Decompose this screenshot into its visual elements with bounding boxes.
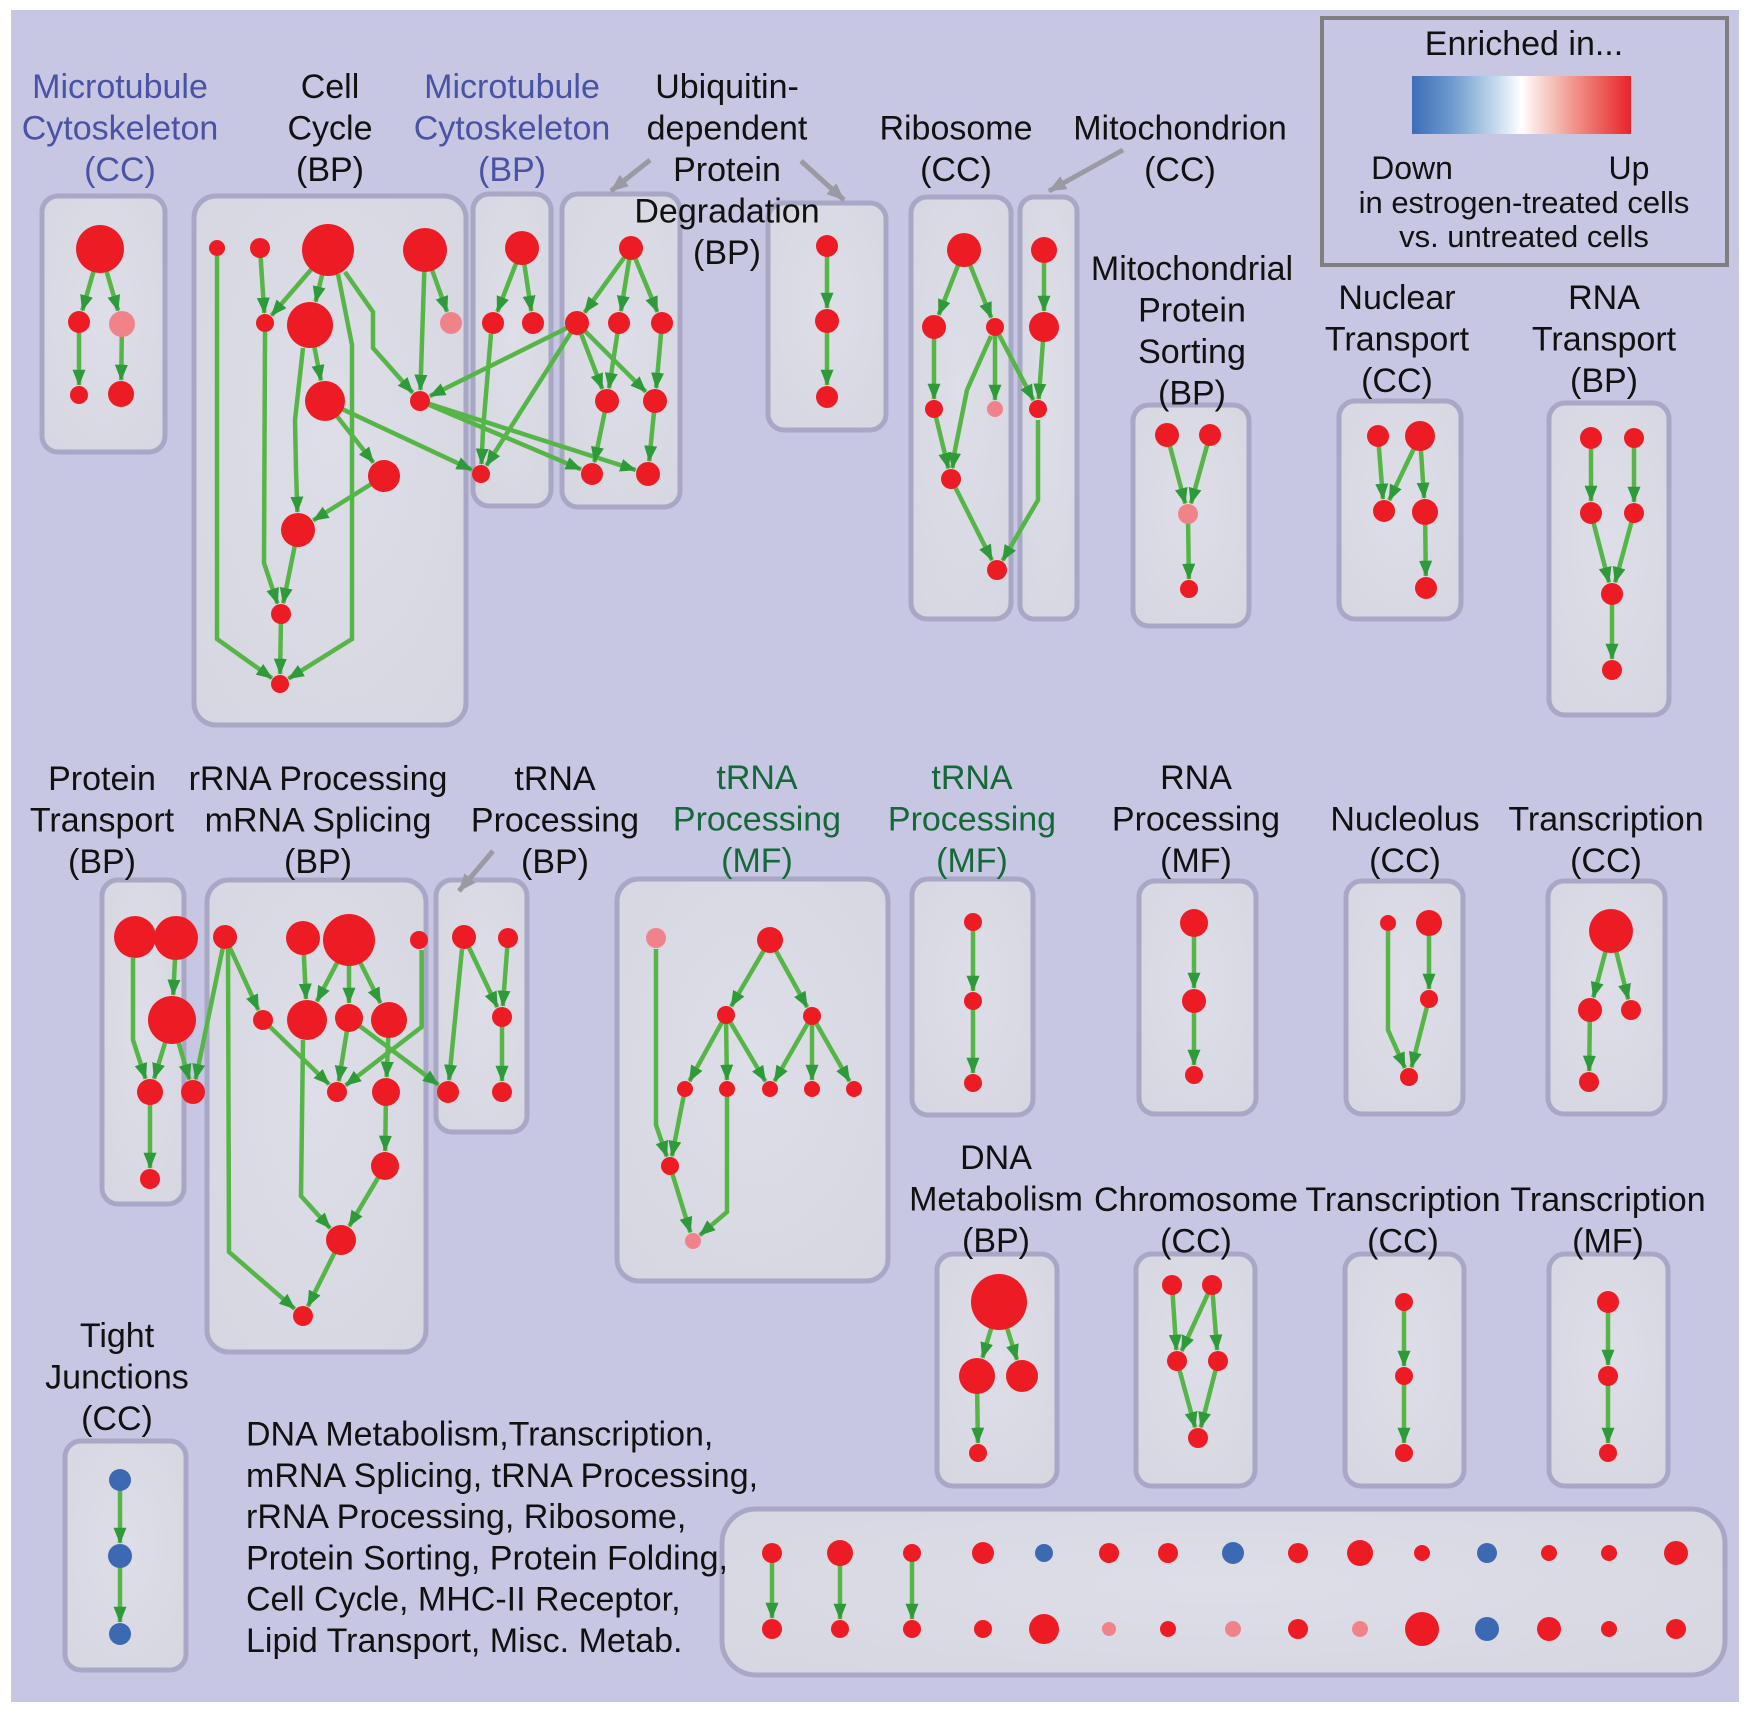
svg-text:(CC): (CC): [1144, 151, 1216, 189]
svg-text:Mitochondrial: Mitochondrial: [1091, 250, 1293, 288]
svg-text:Chromosome: Chromosome: [1094, 1181, 1298, 1219]
svg-text:Cell: Cell: [301, 68, 360, 106]
svg-text:Enriched in...: Enriched in...: [1425, 25, 1623, 63]
svg-text:Junctions: Junctions: [45, 1359, 189, 1397]
svg-text:Sorting: Sorting: [1138, 333, 1246, 371]
svg-text:(MF): (MF): [936, 842, 1008, 880]
svg-text:Transcription: Transcription: [1508, 801, 1703, 839]
svg-text:(BP): (BP): [693, 234, 761, 272]
svg-text:rRNA Processing, Ribosome,: rRNA Processing, Ribosome,: [246, 1498, 686, 1536]
svg-text:(MF): (MF): [1572, 1223, 1644, 1261]
svg-text:(CC): (CC): [1160, 1223, 1232, 1261]
svg-text:tRNA: tRNA: [931, 759, 1013, 797]
svg-text:Cytoskeleton: Cytoskeleton: [414, 110, 611, 148]
svg-text:vs. untreated cells: vs. untreated cells: [1399, 219, 1649, 254]
svg-text:(CC): (CC): [1369, 842, 1441, 880]
svg-text:Transport: Transport: [30, 802, 175, 840]
svg-text:(CC): (CC): [81, 1400, 153, 1438]
svg-text:(CC): (CC): [1570, 842, 1642, 880]
svg-text:Transcription: Transcription: [1510, 1181, 1705, 1219]
svg-text:Transcription: Transcription: [1305, 1181, 1500, 1219]
svg-text:Degradation: Degradation: [634, 193, 819, 231]
svg-text:Nuclear: Nuclear: [1338, 279, 1455, 317]
svg-text:(CC): (CC): [84, 151, 156, 189]
svg-text:Processing: Processing: [471, 802, 639, 840]
svg-text:(CC): (CC): [1361, 362, 1433, 400]
svg-text:(CC): (CC): [1367, 1223, 1439, 1261]
svg-text:(BP): (BP): [521, 843, 589, 881]
svg-text:(MF): (MF): [721, 842, 793, 880]
svg-text:(BP): (BP): [296, 151, 364, 189]
svg-text:Metabolism: Metabolism: [909, 1181, 1083, 1219]
svg-text:Mitochondrion: Mitochondrion: [1073, 110, 1287, 148]
svg-text:Cytoskeleton: Cytoskeleton: [22, 110, 219, 148]
svg-text:dependent: dependent: [647, 110, 808, 148]
svg-text:Down: Down: [1371, 150, 1453, 186]
svg-text:Transport: Transport: [1532, 321, 1677, 359]
svg-text:Ribosome: Ribosome: [879, 110, 1032, 148]
svg-text:Cycle: Cycle: [287, 110, 372, 148]
svg-text:Lipid Transport, Misc. Metab.: Lipid Transport, Misc. Metab.: [246, 1622, 683, 1660]
svg-text:Processing: Processing: [888, 801, 1056, 839]
svg-text:Protein: Protein: [48, 760, 156, 798]
svg-text:Processing: Processing: [1112, 801, 1280, 839]
svg-text:Cell Cycle, MHC-II Receptor,: Cell Cycle, MHC-II Receptor,: [246, 1581, 681, 1619]
svg-text:Protein: Protein: [673, 151, 781, 189]
svg-text:mRNA Splicing, tRNA Processing: mRNA Splicing, tRNA Processing,: [246, 1457, 758, 1495]
svg-text:Protein Sorting, Protein Foldi: Protein Sorting, Protein Folding,: [246, 1539, 728, 1577]
svg-text:Up: Up: [1609, 150, 1650, 186]
svg-text:(BP): (BP): [284, 843, 352, 881]
svg-text:RNA: RNA: [1160, 759, 1232, 797]
svg-text:(BP): (BP): [68, 843, 136, 881]
svg-text:tRNA: tRNA: [514, 760, 596, 798]
svg-text:RNA: RNA: [1568, 279, 1640, 317]
svg-text:Protein: Protein: [1138, 292, 1246, 330]
svg-text:mRNA Splicing: mRNA Splicing: [205, 802, 432, 840]
svg-text:(BP): (BP): [1570, 362, 1638, 400]
svg-text:DNA: DNA: [960, 1139, 1032, 1177]
svg-text:(BP): (BP): [962, 1222, 1030, 1260]
svg-text:(BP): (BP): [478, 151, 546, 189]
svg-text:(MF): (MF): [1160, 842, 1232, 880]
svg-text:Microtubule: Microtubule: [32, 68, 208, 106]
svg-text:(BP): (BP): [1158, 375, 1226, 413]
svg-text:rRNA Processing: rRNA Processing: [189, 760, 448, 798]
svg-text:Ubiquitin-: Ubiquitin-: [655, 68, 799, 106]
svg-text:(CC): (CC): [920, 151, 992, 189]
svg-text:Transport: Transport: [1325, 321, 1470, 359]
svg-text:Tight: Tight: [80, 1317, 155, 1355]
svg-text:tRNA: tRNA: [716, 759, 798, 797]
svg-text:Nucleolus: Nucleolus: [1330, 801, 1479, 839]
svg-text:Processing: Processing: [673, 801, 841, 839]
svg-text:DNA Metabolism,Transcription,: DNA Metabolism,Transcription,: [246, 1416, 713, 1454]
svg-text:in estrogen-treated cells: in estrogen-treated cells: [1359, 185, 1690, 220]
svg-text:Microtubule: Microtubule: [424, 68, 600, 106]
